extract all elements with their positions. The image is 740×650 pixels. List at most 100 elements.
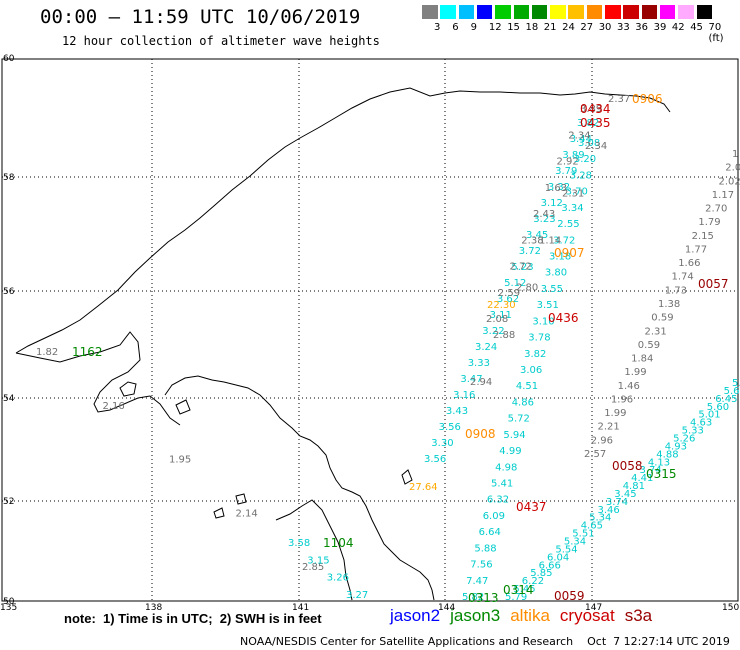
latitude-label: 56 [3,287,15,297]
wave-height-value: 2.37 [608,94,630,105]
wave-height-value: 1.73 [665,285,687,296]
page-title: 00:00 — 11:59 UTC 10/06/2019 [40,6,361,28]
scale-label: 27 [580,22,594,33]
island-2 [175,399,191,415]
wave-height-value: 3.80 [545,268,567,279]
wave-height-value: 3.20 [574,154,596,165]
wave-height-value: 5.45 [513,584,535,595]
wave-height-value: 5.94 [503,430,525,441]
wave-height-value: 3.12 [541,198,563,209]
wave-height-value: 1.77 [685,245,707,256]
wave-height-value: 5.41 [491,479,513,490]
wave-height-value: 2.38 [521,235,543,246]
wave-height-value: 3.82 [577,118,599,129]
wave-height-value: 3.70 [566,187,588,198]
longitude-label: 150 [722,603,739,613]
scale-swatch [659,5,676,19]
wave-height-value: 4.98 [495,462,517,473]
wave-height-value: 5.82 [462,592,484,603]
wave-height-value: 3.24 [475,342,497,353]
wave-height-value: 1.74 [672,272,694,283]
wave-height-readings: 3.82 3.44 3.89 3.79 3.32 3.12 3.23 3.45 3.72 5.23… [36,94,740,603]
wave-height-value: 3.15 [307,555,329,566]
island-5 [401,469,413,485]
pass-label: 0059 [554,589,585,603]
wave-height-value: 4.63 [690,418,712,429]
wave-height-value: 6.09 [483,511,505,522]
scale-swatch [568,5,584,19]
wave-height-value: 1.17 [712,190,734,201]
wave-height-value: 3.74 [606,497,628,508]
wave-height-value: 6.32 [487,495,509,506]
wave-height-value: 3.16 [453,390,475,401]
scale-label: 42 [671,22,685,33]
wave-height-value: 3.06 [520,365,542,376]
latitude-label: 52 [3,497,14,507]
wave-height-value: 5.54 [555,544,577,555]
wave-height-value: 5.12 [504,278,526,289]
wave-height-value: 3.56 [439,422,461,433]
pass-label: 0436 [548,311,579,325]
scale-label: 21 [543,22,557,33]
wave-height-value: 5.60 [707,402,729,413]
wave-height-value: 1.84 [631,354,653,365]
wave-height-value: 7.47 [466,576,488,587]
wave-height-value: 2.15 [692,231,714,242]
longitude-label: 141 [292,603,309,613]
wave-height-value: 2.0 [725,163,740,174]
scale-swatch [495,5,511,19]
scale-swatch [696,5,712,19]
coastline-sakhalin [164,375,435,601]
wave-height-value: 3.18 [549,252,571,263]
wave-height-value: 5.9 [732,378,740,389]
wave-height-value: 5.72 [508,414,530,425]
wave-height-value: 4.93 [665,441,687,452]
wave-height-value: 1.38 [658,299,680,310]
wave-height-value: 2.96 [591,435,613,446]
wave-height-value: 1.63 [545,183,567,194]
wave-height-value: 3.47 [460,374,482,385]
longitude-label: 144 [438,603,455,613]
wave-height-value: 3.62 [497,294,519,305]
wave-height-value: 3.30 [431,438,453,449]
wave-height-value: 0.59 [651,313,673,324]
island-1 [119,381,137,397]
wave-height-value: 1.66 [678,258,700,269]
wave-height-value: 3.78 [528,333,550,344]
scale-swatch [513,5,529,19]
wave-height-value: 3.51 [537,300,559,311]
scale-label: 70 (ft) [708,22,724,44]
wave-height-value: 4.41 [631,473,653,484]
wave-height-value: 4.13 [648,457,670,468]
island-4 [235,493,247,505]
legend-s3a: s3a [624,606,653,625]
wave-height-value: 2.70 [705,204,727,215]
wave-height-value: 2.55 [557,219,579,230]
wave-height-value: 4.81 [623,481,645,492]
scale-label: 24 [562,22,575,33]
wave-height-value: 4.88 [656,449,678,460]
scale-label: 9 [470,22,477,33]
legend-jason2: jason2 [390,606,441,625]
wave-height-value: 1.82 [36,347,58,358]
wave-height-value: 3.27 [346,590,368,601]
scale-swatch [550,5,566,19]
latitude-label: 50 [3,597,15,607]
wave-height-value: 1.96 [611,395,633,406]
wave-height-value: 2.59 [498,288,520,299]
pass-label: 0313 [468,591,499,605]
wave-height-value: 4.51 [516,381,538,392]
wave-height-value: 5.79 [505,592,527,603]
latitude-label: 60 [3,54,15,64]
wave-height-value: 3.74 [640,465,662,476]
wave-height-value: 2.34 [585,141,607,152]
wave-height-value: 3.56 [424,454,446,465]
wave-height-value: 5.51 [572,529,594,540]
footer-credit: NOAA/NESDIS Center for Satellite Applica… [240,635,730,648]
wave-height-value: 1.79 [698,217,720,228]
scale-swatch [476,5,493,19]
wave-height-value: 4.99 [499,446,521,457]
wave-height-value: 6.66 [539,560,561,571]
